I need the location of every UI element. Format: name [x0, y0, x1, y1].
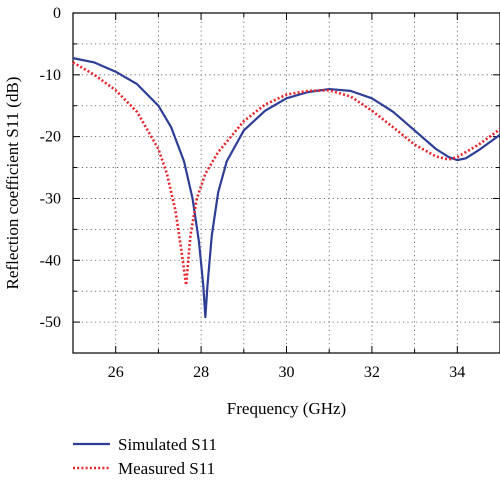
plot-frame: [72, 12, 500, 354]
series-line-measured: [72, 61, 500, 287]
x-ticks: 26 28 30 32 34: [72, 13, 500, 381]
legend-label-simulated: Simulated S11: [118, 435, 217, 454]
y-tick-label: -50: [40, 314, 61, 331]
x-tick-label: 34: [449, 364, 465, 381]
plot-area-border: [72, 12, 500, 354]
series-line-simulated: [72, 57, 500, 319]
y-tick-label: -10: [40, 67, 61, 84]
legend: Simulated S11 Measured S11: [73, 435, 217, 478]
y-tick-label: 0: [53, 5, 61, 22]
x-tick-label: 30: [279, 364, 295, 381]
y-tick-label: -20: [40, 129, 61, 146]
y-tick-label: -30: [40, 190, 61, 207]
legend-label-measured: Measured S11: [118, 459, 215, 478]
y-tick-label: -40: [40, 252, 61, 269]
y-axis-label: Reflection coefficient S11 (dB): [3, 77, 22, 290]
x-tick-label: 26: [108, 364, 124, 381]
x-tick-label: 28: [193, 364, 209, 381]
grid-lines: [73, 13, 500, 353]
x-axis-label: Frequency (GHz): [227, 399, 346, 418]
series-lines: [72, 57, 500, 319]
y-ticks: 0 -10 -20 -30 -40 -50: [40, 5, 500, 354]
x-tick-label: 32: [364, 364, 380, 381]
